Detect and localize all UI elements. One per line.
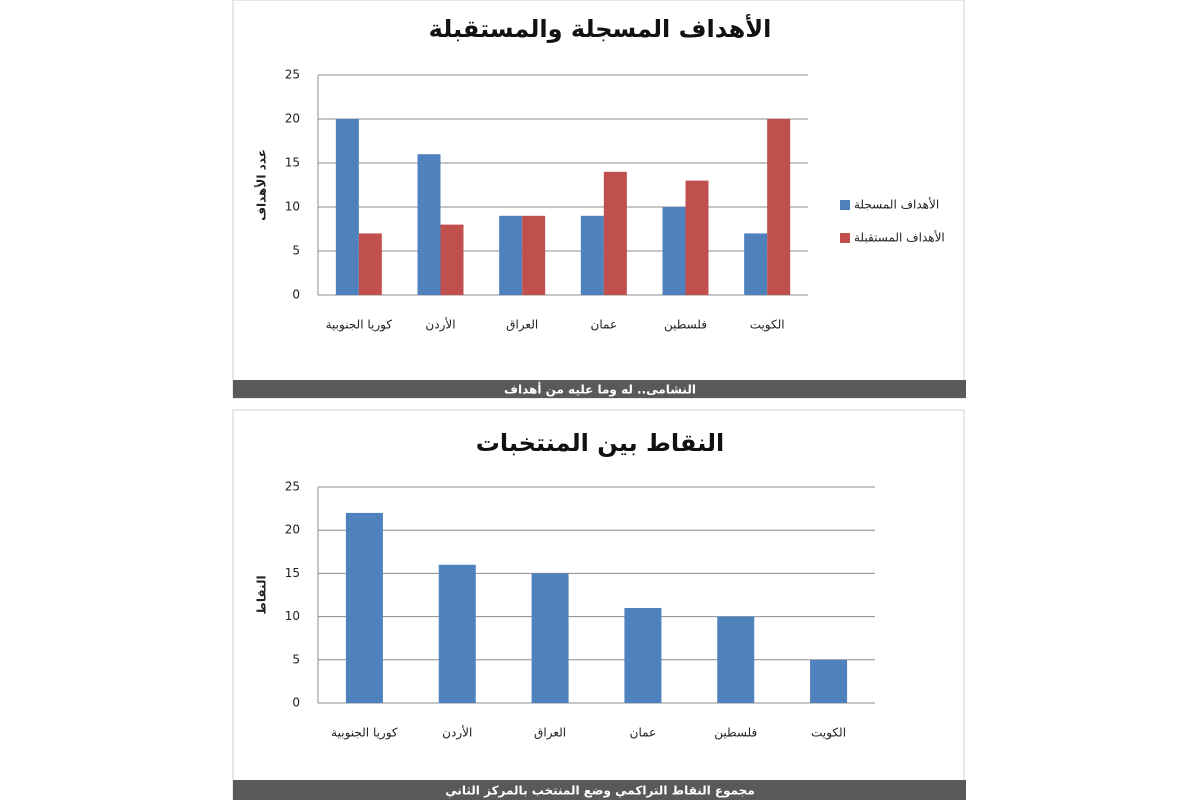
bar bbox=[744, 233, 768, 295]
y-tick-label: 15 bbox=[285, 566, 300, 580]
x-tick-label: كوريا الجنوبية bbox=[331, 726, 398, 741]
x-tick-label: العراق bbox=[506, 318, 538, 333]
x-tick-label: الكويت bbox=[750, 318, 785, 333]
y-tick-label: 20 bbox=[285, 112, 300, 126]
y-tick-label: 20 bbox=[285, 523, 300, 537]
bar bbox=[603, 171, 627, 295]
bar bbox=[767, 119, 791, 295]
y-axis-label: النقاط bbox=[255, 575, 269, 614]
bar bbox=[624, 607, 662, 703]
bar bbox=[335, 119, 359, 295]
y-axis-label: عدد الأهداف bbox=[254, 149, 269, 221]
legend-label: الأهداف المستقبلة bbox=[854, 230, 945, 245]
caption-bar bbox=[233, 780, 966, 800]
x-tick-label: الكويت bbox=[811, 726, 846, 741]
panel bbox=[232, 409, 965, 800]
legend-swatch bbox=[840, 200, 850, 210]
y-tick-label: 15 bbox=[285, 156, 300, 170]
y-tick-label: 0 bbox=[292, 288, 300, 302]
y-tick-label: 10 bbox=[285, 609, 300, 623]
chart-title: الأهداف المسجلة والمستقبلة bbox=[429, 14, 772, 43]
bar bbox=[662, 207, 686, 295]
legend-swatch bbox=[840, 233, 850, 243]
y-tick-label: 0 bbox=[292, 696, 300, 710]
y-tick-label: 5 bbox=[292, 652, 300, 666]
bar bbox=[440, 224, 464, 295]
x-tick-label: فلسطين bbox=[664, 318, 707, 333]
bar bbox=[531, 573, 569, 703]
y-tick-label: 10 bbox=[285, 200, 300, 214]
bar bbox=[345, 512, 383, 703]
bar bbox=[685, 180, 709, 295]
legend-label: الأهداف المسجلة bbox=[854, 197, 939, 212]
caption: مجموع النقاط التراكمي وضع المنتخب بالمرك… bbox=[445, 784, 755, 799]
y-tick-label: 5 bbox=[292, 244, 300, 258]
caption: النشامى.. له وما عليه من أهداف bbox=[504, 382, 696, 398]
x-tick-label: عمان bbox=[630, 726, 657, 740]
x-tick-label: العراق bbox=[534, 726, 566, 741]
x-tick-label: الأردن bbox=[425, 317, 455, 333]
bar bbox=[499, 215, 523, 295]
chart-title: النقاط بين المنتخبات bbox=[476, 429, 725, 457]
x-tick-label: فلسطين bbox=[714, 726, 757, 741]
y-tick-label: 25 bbox=[285, 68, 300, 82]
x-tick-label: الأردن bbox=[442, 725, 472, 741]
bar bbox=[417, 154, 441, 295]
x-tick-label: عمان bbox=[591, 318, 618, 332]
x-tick-label: كوريا الجنوبية bbox=[326, 318, 393, 333]
bar bbox=[580, 215, 604, 295]
y-tick-label: 25 bbox=[285, 480, 300, 494]
bar bbox=[810, 659, 848, 703]
bar bbox=[438, 564, 476, 703]
caption-bar bbox=[233, 380, 966, 398]
bar bbox=[358, 233, 382, 295]
bar bbox=[717, 616, 755, 703]
bar bbox=[522, 215, 546, 295]
